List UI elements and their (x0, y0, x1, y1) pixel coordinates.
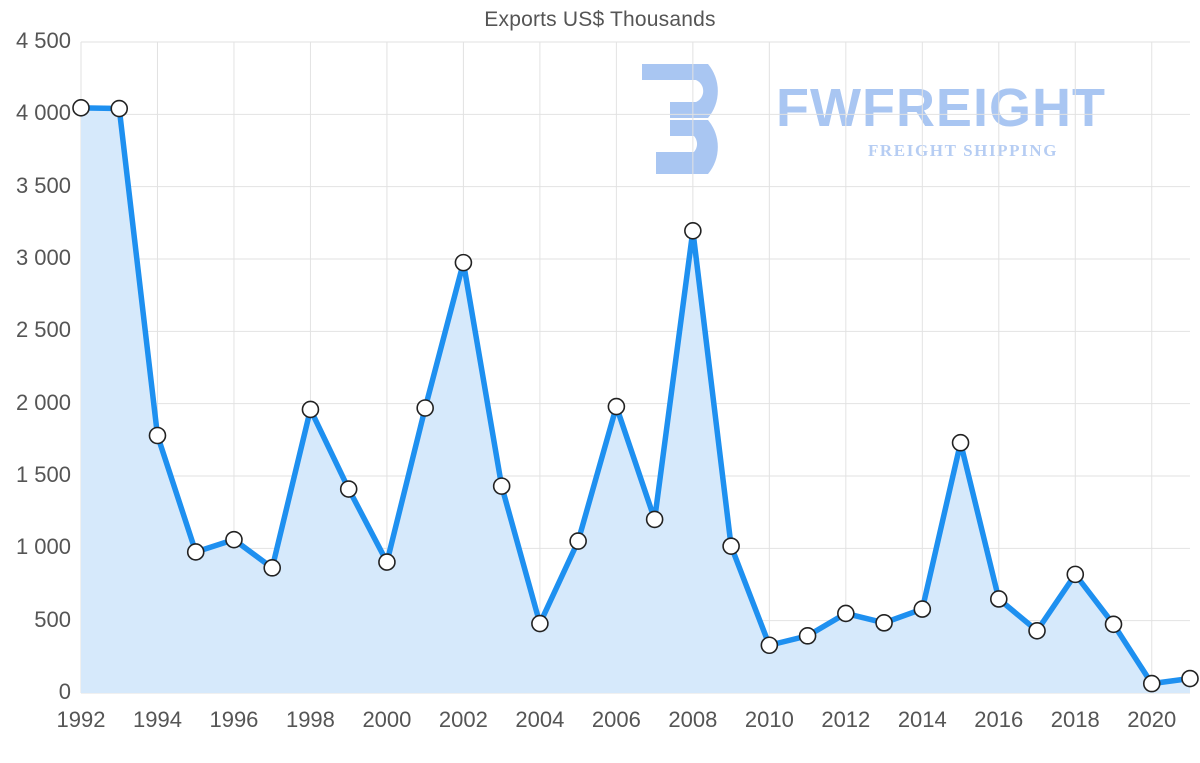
data-point-marker[interactable] (607, 397, 626, 416)
y-axis-tick-label: 500 (34, 606, 71, 632)
x-axis-tick-label: 2020 (1127, 707, 1177, 732)
y-axis-tick-label: 4 000 (15, 100, 71, 126)
data-point-marker[interactable] (913, 600, 932, 618)
data-point-marker[interactable] (989, 590, 1008, 608)
x-axis-tick-label: 2008 (668, 707, 718, 732)
x-axis-tick-label: 2010 (744, 707, 794, 732)
data-point-marker[interactable] (148, 426, 167, 445)
data-point-marker[interactable] (339, 480, 358, 498)
data-point-marker[interactable] (225, 530, 243, 549)
y-axis-tick-label: 4 500 (15, 28, 71, 53)
y-axis-tick-label: 1 000 (15, 534, 71, 560)
x-axis-tick-label: 1998 (285, 707, 335, 732)
chart-title: Exports US$ Thousands (484, 8, 716, 31)
x-axis-tick-label: 2016 (974, 707, 1024, 732)
area-fill (81, 107, 1190, 693)
data-point-marker[interactable] (186, 543, 205, 561)
data-point-marker[interactable] (798, 627, 817, 645)
y-axis-tick-label: 2 000 (15, 389, 71, 415)
data-point-marker[interactable] (1066, 565, 1085, 584)
x-axis-tick-label: 2012 (821, 707, 871, 732)
data-point-marker[interactable] (760, 636, 779, 655)
data-point-marker[interactable] (875, 614, 893, 632)
y-axis-tick-label: 3 500 (15, 172, 71, 198)
y-axis-tick-label: 0 (58, 679, 71, 704)
data-point-marker[interactable] (454, 253, 473, 272)
x-axis-tick-label: 2004 (515, 707, 565, 732)
x-axis-tick-label: 2006 (591, 707, 641, 732)
data-point-markers (72, 99, 1199, 693)
x-axis-tick-label: 2002 (438, 707, 488, 732)
data-point-marker[interactable] (1028, 621, 1046, 640)
y-axis-tick-label: 2 500 (15, 317, 71, 343)
data-point-marker[interactable] (72, 99, 90, 117)
data-point-marker[interactable] (722, 537, 740, 555)
x-axis-tick-label: 1992 (56, 707, 106, 732)
data-point-marker[interactable] (531, 614, 549, 633)
data-point-marker[interactable] (684, 221, 702, 240)
data-point-marker[interactable] (1181, 669, 1199, 688)
x-axis-tick-label: 2014 (897, 707, 947, 732)
y-axis-tick-label: 3 000 (15, 245, 71, 270)
y-axis-tick-label: 1 500 (15, 462, 71, 487)
data-point-marker[interactable] (645, 510, 664, 529)
x-axis-tick-label: 1994 (132, 707, 182, 732)
data-point-marker[interactable] (951, 433, 970, 452)
x-axis-tick-label: 1996 (209, 707, 259, 732)
data-point-marker[interactable] (492, 477, 511, 495)
data-point-marker[interactable] (263, 559, 282, 577)
data-point-marker[interactable] (1104, 615, 1123, 634)
data-point-marker[interactable] (569, 532, 587, 550)
data-point-marker[interactable] (416, 399, 434, 417)
data-point-marker[interactable] (110, 99, 129, 118)
data-point-marker[interactable] (837, 604, 855, 623)
x-axis-tick-label: 2000 (362, 707, 412, 732)
x-axis-tick-label: 2018 (1050, 707, 1100, 732)
data-point-marker[interactable] (1142, 674, 1161, 693)
data-point-marker[interactable] (301, 400, 320, 419)
data-point-marker[interactable] (378, 553, 396, 571)
